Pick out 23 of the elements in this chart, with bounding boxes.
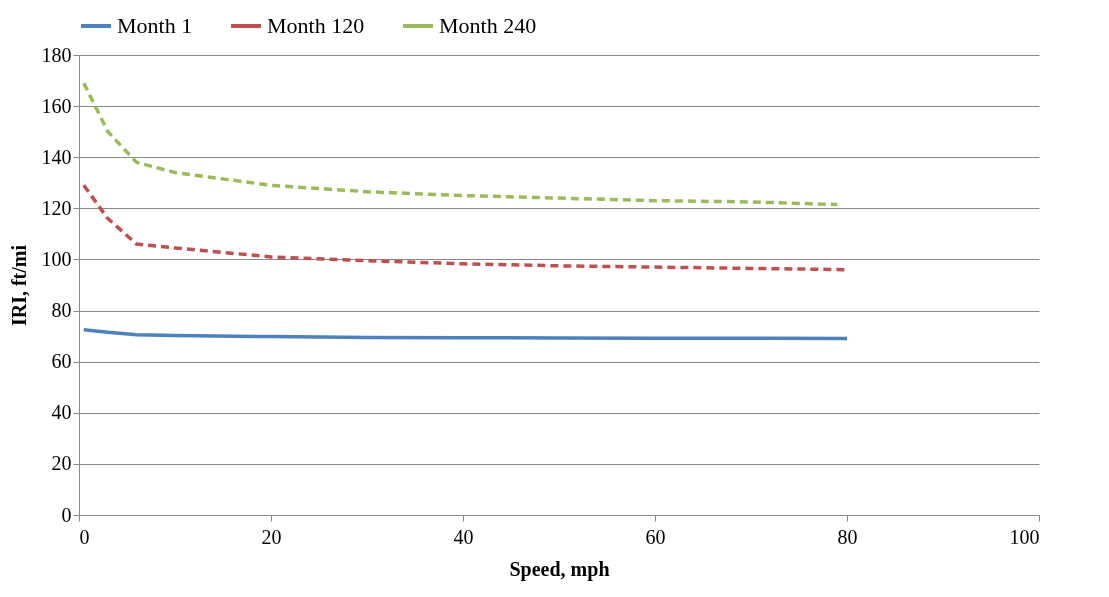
x-tick-label: 60 [645, 525, 666, 548]
x-tick-label: 20 [261, 525, 282, 548]
x-tick-label: 80 [837, 525, 858, 548]
y-tick-label: 120 [41, 196, 72, 219]
y-tick-label: 40 [51, 401, 72, 424]
line-series [82, 327, 849, 341]
y-tick-label: 100 [41, 247, 72, 270]
y-tick-label: 180 [41, 43, 72, 66]
x-tick-label: 40 [453, 525, 474, 548]
y-tick-label: 0 [61, 503, 72, 526]
y-tick-label: 80 [51, 299, 72, 322]
line-series [82, 81, 840, 207]
legend-label: Month 1 [117, 13, 193, 38]
legend-label: Month 120 [267, 13, 365, 38]
y-tick-label: 140 [41, 145, 72, 168]
x-axis-title: Speed, mph [509, 557, 610, 581]
y-tick-label: 20 [51, 452, 72, 475]
legend-label: Month 240 [439, 13, 537, 38]
x-tick-label: 100 [1009, 525, 1040, 548]
y-tick-label: 160 [41, 94, 72, 117]
y-axis-title: IRI, ft/mi [7, 244, 30, 327]
x-tick-label: 0 [79, 525, 90, 548]
y-tick-label: 60 [51, 350, 72, 373]
